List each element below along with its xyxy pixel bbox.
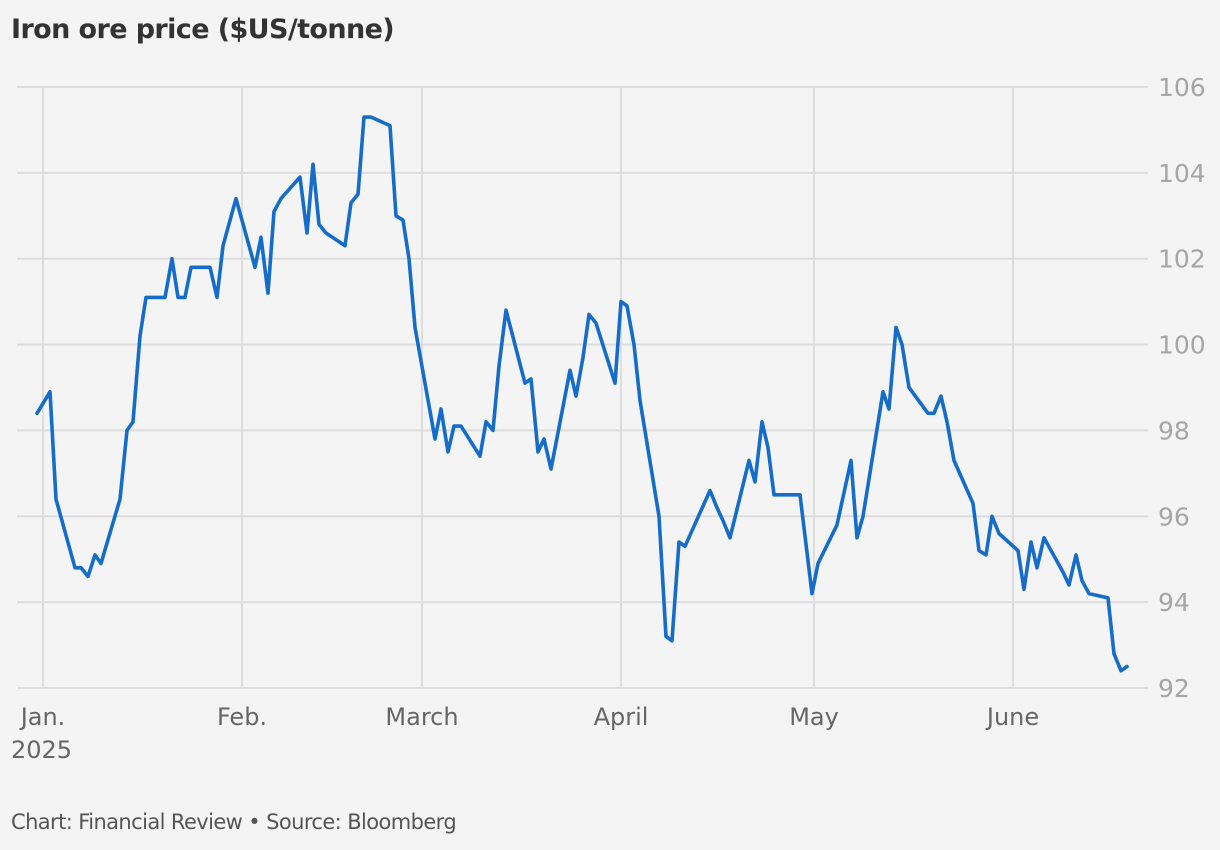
x-tick-label: June (985, 703, 1039, 731)
x-tick-label: May (789, 703, 839, 731)
y-tick-label: 102 (1158, 245, 1206, 274)
chart-title: Iron ore price ($US/tonne) (11, 14, 395, 45)
x-tick-year: 2025 (11, 736, 72, 764)
y-tick-label: 94 (1158, 588, 1190, 617)
y-tick-label: 92 (1158, 674, 1190, 703)
y-tick-label: 104 (1158, 159, 1206, 188)
source-credit: Chart: Financial Review • Source: Bloomb… (11, 810, 457, 834)
x-tick-label: Jan. (19, 703, 66, 731)
y-tick-label: 96 (1158, 502, 1190, 531)
y-tick-label: 100 (1158, 331, 1206, 360)
gridlines (17, 86, 1148, 689)
y-axis-ticks: 92 94 96 98 100 102 104 106 (1158, 73, 1206, 703)
x-tick-label: April (594, 703, 649, 731)
x-tick-label: Feb. (217, 703, 267, 731)
price-line (35, 115, 1129, 673)
y-tick-label: 98 (1158, 416, 1190, 445)
x-axis-ticks: Jan. 2025 Feb. March April May June (11, 703, 1039, 764)
y-tick-label: 106 (1158, 73, 1206, 102)
x-tick-label: March (385, 703, 458, 731)
